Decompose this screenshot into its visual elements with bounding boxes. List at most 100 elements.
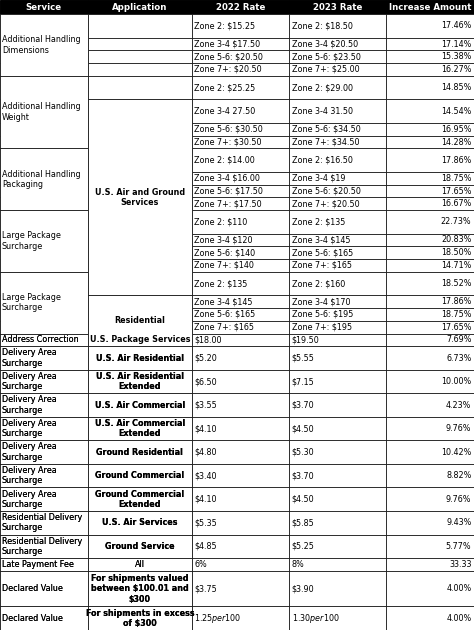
Bar (0, 210, 88, 272)
Text: 8%: 8% (292, 560, 304, 569)
Text: For shipments valued
between $100.01 and
$300: For shipments valued between $100.01 and… (91, 574, 189, 604)
Bar (192, 417, 289, 440)
Bar (386, 346, 474, 370)
Text: 6%: 6% (194, 560, 207, 569)
Bar (88, 50, 192, 63)
Text: Delivery Area
Surcharge: Delivery Area Surcharge (2, 348, 57, 368)
Bar (88, 393, 192, 417)
Bar (289, 272, 386, 295)
Bar (386, 149, 474, 172)
Text: U.S. Package Services: U.S. Package Services (90, 335, 190, 345)
Text: Zone 7+: $34.50: Zone 7+: $34.50 (292, 137, 359, 147)
Bar (386, 417, 474, 440)
Bar (0, 321, 88, 333)
Text: $4.10: $4.10 (194, 495, 217, 504)
Text: 9.76%: 9.76% (446, 495, 472, 504)
Text: $6.50: $6.50 (194, 377, 217, 386)
Text: 17.86%: 17.86% (441, 297, 472, 306)
Text: Delivery Area
Surcharge: Delivery Area Surcharge (2, 419, 57, 438)
Bar (0, 234, 88, 246)
Text: Zone 2: $15.25: Zone 2: $15.25 (194, 21, 255, 30)
Text: Ground Commercial
Extended: Ground Commercial Extended (95, 490, 184, 509)
Bar (386, 370, 474, 393)
Text: Delivery Area
Surcharge: Delivery Area Surcharge (2, 419, 57, 438)
Text: Zone 3-4 $170: Zone 3-4 $170 (292, 297, 350, 306)
Text: Ground Residential: Ground Residential (96, 448, 183, 457)
Text: $3.55: $3.55 (194, 401, 217, 410)
Bar (88, 571, 192, 607)
Bar (192, 149, 289, 172)
Bar (289, 308, 386, 321)
Text: Delivery Area
Surcharge: Delivery Area Surcharge (2, 490, 57, 509)
Text: 16.95%: 16.95% (441, 125, 472, 134)
Bar (289, 197, 386, 210)
Text: Ground Service: Ground Service (105, 542, 174, 551)
Bar (88, 259, 192, 272)
Text: 18.75%: 18.75% (441, 310, 472, 319)
Text: Zone 7+: $140: Zone 7+: $140 (194, 261, 255, 270)
Text: $7.15: $7.15 (292, 377, 314, 386)
Bar (0, 172, 88, 185)
Bar (88, 558, 192, 571)
Text: Zone 3-4 $145: Zone 3-4 $145 (292, 236, 350, 244)
Text: $3.90: $3.90 (292, 584, 314, 593)
Text: Residential: Residential (114, 316, 165, 325)
Bar (289, 149, 386, 172)
Bar (0, 370, 88, 393)
Bar (88, 417, 192, 440)
Bar (192, 295, 289, 308)
Text: U.S. Air Commercial
Extended: U.S. Air Commercial Extended (95, 419, 185, 438)
Bar (386, 393, 474, 417)
Bar (289, 440, 386, 464)
Bar (88, 149, 192, 172)
Text: Declared Value: Declared Value (2, 614, 63, 622)
Text: 2022 Rate: 2022 Rate (216, 3, 265, 11)
Bar (0, 149, 88, 172)
Bar (0, 14, 88, 76)
Text: Zone 2: $18.50: Zone 2: $18.50 (292, 21, 353, 30)
Bar (88, 234, 192, 246)
Text: Zone 2: $160: Zone 2: $160 (292, 279, 345, 288)
Bar (386, 38, 474, 50)
Bar (0, 607, 88, 630)
Bar (289, 417, 386, 440)
Bar (386, 464, 474, 488)
Bar (0, 63, 88, 76)
Bar (192, 464, 289, 488)
Text: Declared Value: Declared Value (2, 614, 63, 622)
Text: For shipments in excess
of $300: For shipments in excess of $300 (85, 609, 194, 628)
Bar (0, 464, 88, 488)
Text: Ground Commercial: Ground Commercial (95, 471, 184, 480)
Text: $1.25 per $100: $1.25 per $100 (194, 612, 242, 625)
Text: 16.27%: 16.27% (441, 65, 472, 74)
Text: Zone 5-6: $17.50: Zone 5-6: $17.50 (194, 186, 264, 195)
Text: 14.85%: 14.85% (441, 83, 472, 92)
Bar (192, 571, 289, 607)
Text: Delivery Area
Surcharge: Delivery Area Surcharge (2, 372, 57, 391)
Text: Delivery Area
Surcharge: Delivery Area Surcharge (2, 396, 57, 415)
Bar (289, 393, 386, 417)
Bar (88, 210, 192, 234)
Bar (88, 295, 192, 346)
Bar (289, 50, 386, 63)
Bar (386, 308, 474, 321)
Text: $1.30 per $100: $1.30 per $100 (292, 612, 339, 625)
Bar (0, 272, 88, 333)
Text: Zone 7+: $17.50: Zone 7+: $17.50 (194, 199, 262, 209)
Text: U.S. Air Commercial: U.S. Air Commercial (95, 401, 185, 410)
Bar (88, 440, 192, 464)
Bar (0, 123, 88, 135)
Bar (0, 197, 88, 210)
Text: Zone 5-6: $34.50: Zone 5-6: $34.50 (292, 125, 360, 134)
Text: Zone 2: $110: Zone 2: $110 (194, 217, 248, 226)
Text: 17.86%: 17.86% (441, 156, 472, 164)
Text: Delivery Area
Surcharge: Delivery Area Surcharge (2, 490, 57, 509)
Bar (289, 172, 386, 185)
Bar (386, 0, 474, 14)
Text: 8.82%: 8.82% (446, 471, 472, 480)
Text: $4.85: $4.85 (194, 542, 217, 551)
Text: $4.80: $4.80 (194, 448, 217, 457)
Text: Zone 3-4 31.50: Zone 3-4 31.50 (292, 106, 353, 116)
Bar (0, 511, 88, 535)
Bar (0, 511, 88, 535)
